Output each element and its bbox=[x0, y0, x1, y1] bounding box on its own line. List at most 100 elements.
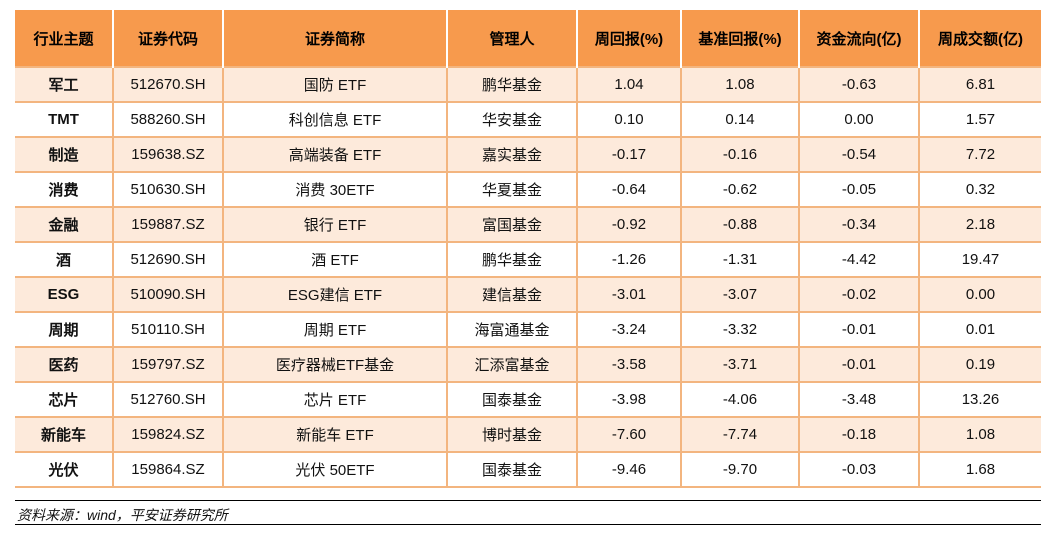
table-row: TMT 588260.SH 科创信息 ETF 华安基金 0.10 0.14 0.00 1.57 bbox=[15, 102, 1041, 138]
manager-cell: 汇添富基金 bbox=[447, 347, 578, 383]
code-cell: 512670.SH bbox=[113, 66, 224, 103]
weekly-return-cell: -3.98 bbox=[577, 382, 682, 418]
weekly-return-cell: -0.64 bbox=[577, 172, 682, 208]
code-cell: 510110.SH bbox=[113, 312, 224, 348]
weekly-turnover-cell: 7.72 bbox=[919, 137, 1041, 173]
industry-cell: 光伏 bbox=[15, 452, 114, 488]
table-row: 光伏 159864.SZ 光伏 50ETF 国泰基金 -9.46 -9.70 -0.03 1.… bbox=[15, 452, 1041, 488]
manager-cell: 华夏基金 bbox=[447, 172, 578, 208]
manager-cell: 鹏华基金 bbox=[447, 66, 578, 103]
industry-cell: 消费 bbox=[15, 172, 114, 208]
benchmark-return-cell: -0.62 bbox=[681, 172, 800, 208]
industry-cell: 制造 bbox=[15, 137, 114, 173]
benchmark-return-cell: -7.74 bbox=[681, 417, 800, 453]
benchmark-return-cell: 1.08 bbox=[681, 66, 800, 103]
code-cell: 159887.SZ bbox=[113, 207, 224, 243]
manager-cell: 博时基金 bbox=[447, 417, 578, 453]
benchmark-return-cell: -0.16 bbox=[681, 137, 800, 173]
fund-flow-cell: -0.01 bbox=[799, 312, 920, 348]
benchmark-return-cell: -0.88 bbox=[681, 207, 800, 243]
name-cell: 医疗器械ETF基金 bbox=[223, 347, 448, 383]
manager-cell: 建信基金 bbox=[447, 277, 578, 313]
weekly-turnover-cell: 0.32 bbox=[919, 172, 1041, 208]
benchmark-return-cell: -1.31 bbox=[681, 242, 800, 278]
header-code: 证券代码 bbox=[113, 10, 224, 67]
header-manager: 管理人 bbox=[447, 10, 578, 67]
weekly-turnover-cell: 19.47 bbox=[919, 242, 1041, 278]
header-fund-flow: 资金流向(亿) bbox=[799, 10, 920, 67]
fund-flow-cell: -3.48 bbox=[799, 382, 920, 418]
name-cell: 芯片 ETF bbox=[223, 382, 448, 418]
name-cell: ESG建信 ETF bbox=[223, 277, 448, 313]
source-top-rule bbox=[15, 500, 1041, 501]
weekly-turnover-cell: 1.57 bbox=[919, 102, 1041, 138]
table-row: 新能车 159824.SZ 新能车 ETF 博时基金 -7.60 -7.74 -0.18 1.… bbox=[15, 417, 1041, 453]
table-row: 制造 159638.SZ 高端装备 ETF 嘉实基金 -0.17 -0.16 -0.54 7.… bbox=[15, 137, 1041, 173]
weekly-turnover-cell: 2.18 bbox=[919, 207, 1041, 243]
source-bottom-rule bbox=[15, 524, 1041, 525]
name-cell: 科创信息 ETF bbox=[223, 102, 448, 138]
weekly-return-cell: 0.10 bbox=[577, 102, 682, 138]
fund-flow-cell: -0.03 bbox=[799, 452, 920, 488]
fund-flow-cell: -0.54 bbox=[799, 137, 920, 173]
weekly-turnover-cell: 1.08 bbox=[919, 417, 1041, 453]
weekly-turnover-cell: 13.26 bbox=[919, 382, 1041, 418]
name-cell: 银行 ETF bbox=[223, 207, 448, 243]
weekly-turnover-cell: 6.81 bbox=[919, 66, 1041, 103]
code-cell: 588260.SH bbox=[113, 102, 224, 138]
manager-cell: 鹏华基金 bbox=[447, 242, 578, 278]
code-cell: 159824.SZ bbox=[113, 417, 224, 453]
header-name: 证券简称 bbox=[223, 10, 448, 67]
etf-performance-table: 行业主题 证券代码 证券简称 管理人 周回报(%) 基准回报(%) 资金流向(亿… bbox=[15, 10, 1041, 488]
fund-flow-cell: -0.63 bbox=[799, 66, 920, 103]
name-cell: 新能车 ETF bbox=[223, 417, 448, 453]
industry-cell: 军工 bbox=[15, 66, 114, 103]
name-cell: 酒 ETF bbox=[223, 242, 448, 278]
industry-cell: TMT bbox=[15, 102, 114, 138]
table-row: 消费 510630.SH 消费 30ETF 华夏基金 -0.64 -0.62 -0.05 0.… bbox=[15, 172, 1041, 208]
weekly-return-cell: -3.58 bbox=[577, 347, 682, 383]
table-row: 军工 512670.SH 国防 ETF 鹏华基金 1.04 1.08 -0.63 6.81 bbox=[15, 66, 1041, 103]
code-cell: 159638.SZ bbox=[113, 137, 224, 173]
code-cell: 159864.SZ bbox=[113, 452, 224, 488]
weekly-turnover-cell: 0.19 bbox=[919, 347, 1041, 383]
benchmark-return-cell: -4.06 bbox=[681, 382, 800, 418]
benchmark-return-cell: -3.71 bbox=[681, 347, 800, 383]
benchmark-return-cell: -3.32 bbox=[681, 312, 800, 348]
weekly-return-cell: -0.92 bbox=[577, 207, 682, 243]
weekly-turnover-cell: 0.00 bbox=[919, 277, 1041, 313]
benchmark-return-cell: -9.70 bbox=[681, 452, 800, 488]
table-row: 酒 512690.SH 酒 ETF 鹏华基金 -1.26 -1.31 -4.42 19.47 bbox=[15, 242, 1041, 278]
code-cell: 512760.SH bbox=[113, 382, 224, 418]
etf-table-container: 行业主题 证券代码 证券简称 管理人 周回报(%) 基准回报(%) 资金流向(亿… bbox=[15, 10, 1041, 488]
manager-cell: 海富通基金 bbox=[447, 312, 578, 348]
table-row: 周期 510110.SH 周期 ETF 海富通基金 -3.24 -3.32 -0.01 0.0… bbox=[15, 312, 1041, 348]
header-industry: 行业主题 bbox=[15, 10, 114, 67]
table-row: 金融 159887.SZ 银行 ETF 富国基金 -0.92 -0.88 -0.34 2.18 bbox=[15, 207, 1041, 243]
weekly-return-cell: -0.17 bbox=[577, 137, 682, 173]
manager-cell: 嘉实基金 bbox=[447, 137, 578, 173]
manager-cell: 富国基金 bbox=[447, 207, 578, 243]
fund-flow-cell: -0.01 bbox=[799, 347, 920, 383]
weekly-turnover-cell: 1.68 bbox=[919, 452, 1041, 488]
name-cell: 周期 ETF bbox=[223, 312, 448, 348]
weekly-turnover-cell: 0.01 bbox=[919, 312, 1041, 348]
industry-cell: 新能车 bbox=[15, 417, 114, 453]
code-cell: 159797.SZ bbox=[113, 347, 224, 383]
fund-flow-cell: -4.42 bbox=[799, 242, 920, 278]
table-row: 医药 159797.SZ 医疗器械ETF基金 汇添富基金 -3.58 -3.71 -0.01… bbox=[15, 347, 1041, 383]
industry-cell: 芯片 bbox=[15, 382, 114, 418]
manager-cell: 华安基金 bbox=[447, 102, 578, 138]
name-cell: 消费 30ETF bbox=[223, 172, 448, 208]
header-benchmark-return: 基准回报(%) bbox=[681, 10, 800, 67]
weekly-return-cell: -3.24 bbox=[577, 312, 682, 348]
code-cell: 510090.SH bbox=[113, 277, 224, 313]
fund-flow-cell: -0.02 bbox=[799, 277, 920, 313]
fund-flow-cell: -0.18 bbox=[799, 417, 920, 453]
fund-flow-cell: 0.00 bbox=[799, 102, 920, 138]
industry-cell: 周期 bbox=[15, 312, 114, 348]
industry-cell: ESG bbox=[15, 277, 114, 313]
header-weekly-turnover: 周成交额(亿) bbox=[919, 10, 1041, 67]
fund-flow-cell: -0.05 bbox=[799, 172, 920, 208]
benchmark-return-cell: 0.14 bbox=[681, 102, 800, 138]
